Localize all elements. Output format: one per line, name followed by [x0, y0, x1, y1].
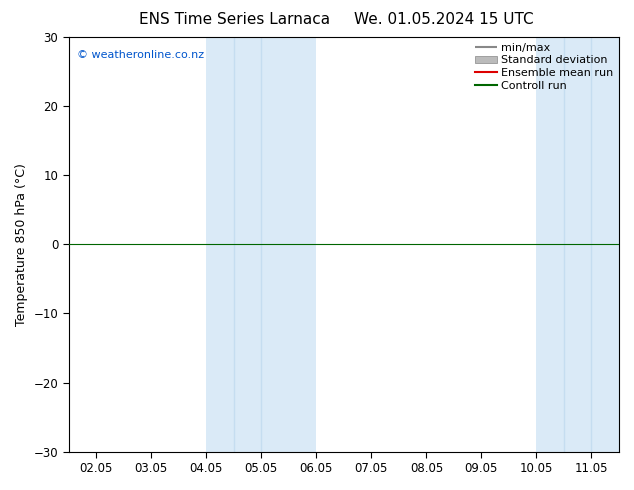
Bar: [206, 37, 316, 452]
Text: We. 01.05.2024 15 UTC: We. 01.05.2024 15 UTC: [354, 12, 534, 27]
Text: © weatheronline.co.nz: © weatheronline.co.nz: [77, 49, 204, 60]
Bar: [536, 37, 619, 452]
Y-axis label: Temperature 850 hPa (°C): Temperature 850 hPa (°C): [15, 163, 28, 326]
Legend: min/max, Standard deviation, Ensemble mean run, Controll run: min/max, Standard deviation, Ensemble me…: [472, 41, 616, 93]
Text: ENS Time Series Larnaca: ENS Time Series Larnaca: [139, 12, 330, 27]
